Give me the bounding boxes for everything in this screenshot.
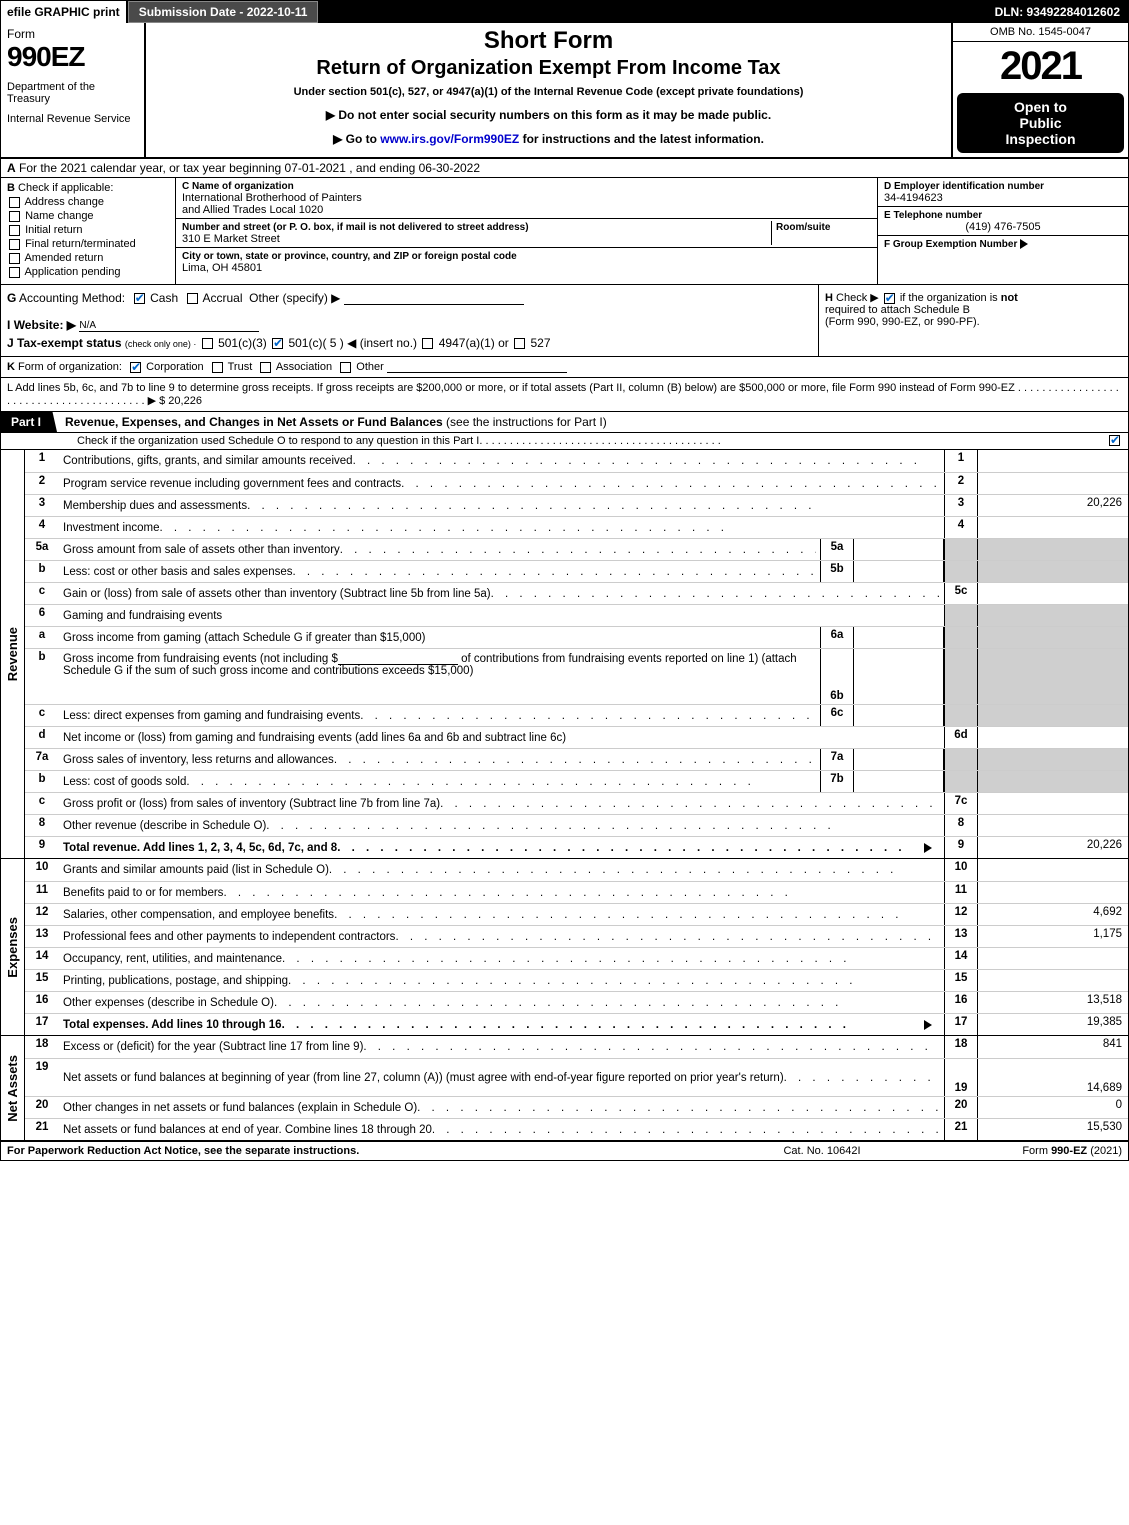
revenue-section: Revenue 1Contributions, gifts, grants, a…: [1, 450, 1128, 859]
block-bcdef: B Check if applicable: Address change Na…: [1, 178, 1128, 285]
val-17: 19,385: [978, 1014, 1128, 1035]
header-middle: Short Form Return of Organization Exempt…: [146, 23, 953, 157]
chk-name-change[interactable]: Name change: [7, 210, 169, 222]
ein: 34-4194623: [884, 192, 943, 204]
chk-501c3[interactable]: [202, 338, 213, 349]
dept-irs: Internal Revenue Service: [7, 113, 138, 125]
val-11: [978, 882, 1128, 903]
val-21: 15,530: [978, 1119, 1128, 1140]
row-gh: G Accounting Method: Cash Accrual Other …: [1, 285, 1128, 357]
netassets-label: Net Assets: [1, 1036, 25, 1140]
chk-amended[interactable]: Amended return: [7, 252, 169, 264]
val-16: 13,518: [978, 992, 1128, 1013]
chk-501c[interactable]: [272, 338, 283, 349]
expenses-section: Expenses 10Grants and similar amounts pa…: [1, 859, 1128, 1036]
dln-label: DLN: 93492284012602: [987, 1, 1128, 23]
row-l: L Add lines 5b, 6c, and 7b to line 9 to …: [1, 378, 1128, 412]
chk-h[interactable]: [884, 293, 895, 304]
open-to-public: Open to Public Inspection: [957, 93, 1124, 153]
val-10: [978, 859, 1128, 881]
instr-goto: ▶ Go to www.irs.gov/Form990EZ for instru…: [154, 132, 943, 146]
top-bar: efile GRAPHIC print Submission Date - 20…: [1, 1, 1128, 23]
form-ref: Form 990-EZ (2021): [922, 1145, 1122, 1157]
val-7c: [978, 793, 1128, 814]
val-12: 4,692: [978, 904, 1128, 925]
instr-no-ssn: ▶ Do not enter social security numbers o…: [154, 108, 943, 122]
row-a: A For the 2021 calendar year, or tax yea…: [1, 159, 1128, 178]
row-k: K Form of organization: Corporation Trus…: [1, 357, 1128, 378]
expenses-label: Expenses: [1, 859, 25, 1035]
header-right: OMB No. 1545-0047 2021 Open to Public In…: [953, 23, 1128, 157]
netassets-section: Net Assets 18Excess or (deficit) for the…: [1, 1036, 1128, 1140]
chk-accrual[interactable]: [187, 293, 198, 304]
chk-initial-return[interactable]: Initial return: [7, 224, 169, 236]
chk-cash[interactable]: [134, 293, 145, 304]
page-footer: For Paperwork Reduction Act Notice, see …: [1, 1140, 1128, 1160]
paperwork-notice: For Paperwork Reduction Act Notice, see …: [7, 1145, 722, 1157]
chk-pending[interactable]: Application pending: [7, 266, 169, 278]
tax-year: 2021: [953, 42, 1128, 91]
city-state-zip: Lima, OH 45801: [182, 262, 262, 274]
cat-no: Cat. No. 10642I: [722, 1145, 922, 1157]
val-13: 1,175: [978, 926, 1128, 947]
title-short-form: Short Form: [154, 27, 943, 55]
val-3: 20,226: [978, 495, 1128, 516]
col-b: B Check if applicable: Address change Na…: [1, 178, 176, 284]
val-14: [978, 948, 1128, 969]
form-word: Form: [7, 27, 138, 41]
street: 310 E Market Street: [182, 233, 280, 245]
val-1: [978, 450, 1128, 472]
form-990ez-page: efile GRAPHIC print Submission Date - 20…: [0, 0, 1129, 1161]
form-number: 990EZ: [7, 41, 138, 73]
chk-assoc[interactable]: [260, 362, 271, 373]
chk-address-change[interactable]: Address change: [7, 196, 169, 208]
chk-schedule-o[interactable]: [1109, 435, 1120, 446]
arrow-icon: [924, 843, 940, 853]
chk-trust[interactable]: [212, 362, 223, 373]
subtitle: Under section 501(c), 527, or 4947(a)(1)…: [154, 86, 943, 98]
org-name-2: and Allied Trades Local 1020: [182, 204, 323, 216]
val-8: [978, 815, 1128, 836]
col-def: D Employer identification number 34-4194…: [878, 178, 1128, 284]
part1-header: Part I Revenue, Expenses, and Changes in…: [1, 412, 1128, 433]
part1-tab: Part I: [1, 412, 57, 432]
irs-link[interactable]: www.irs.gov/Form990EZ: [380, 132, 519, 146]
val-6d: [978, 727, 1128, 748]
chk-final-return[interactable]: Final return/terminated: [7, 238, 169, 250]
triangle-icon: [1020, 239, 1028, 249]
gross-receipts: 20,226: [168, 395, 202, 407]
website: N/A: [79, 317, 259, 332]
val-4: [978, 517, 1128, 538]
chk-other-org[interactable]: [340, 362, 351, 373]
efile-label[interactable]: efile GRAPHIC print: [1, 1, 128, 23]
arrow-icon: [924, 1020, 940, 1030]
val-5c: [978, 583, 1128, 604]
omb-number: OMB No. 1545-0047: [953, 23, 1128, 42]
form-header: Form 990EZ Department of the Treasury In…: [1, 23, 1128, 159]
val-20: 0: [978, 1097, 1128, 1118]
val-18: 841: [978, 1036, 1128, 1058]
dept-treasury: Department of the Treasury: [7, 81, 138, 105]
title-return: Return of Organization Exempt From Incom…: [154, 57, 943, 80]
header-left: Form 990EZ Department of the Treasury In…: [1, 23, 146, 157]
col-c: C Name of organization International Bro…: [176, 178, 878, 284]
telephone: (419) 476-7505: [884, 221, 1122, 233]
val-19: 14,689: [978, 1059, 1128, 1096]
chk-corp[interactable]: [130, 362, 141, 373]
val-9: 20,226: [978, 837, 1128, 858]
chk-4947[interactable]: [422, 338, 433, 349]
part1-checknote: Check if the organization used Schedule …: [1, 433, 1128, 450]
org-name-1: International Brotherhood of Painters: [182, 192, 362, 204]
val-15: [978, 970, 1128, 991]
revenue-label: Revenue: [1, 450, 25, 858]
submission-date: Submission Date - 2022-10-11: [128, 1, 319, 23]
chk-527[interactable]: [514, 338, 525, 349]
val-2: [978, 473, 1128, 494]
